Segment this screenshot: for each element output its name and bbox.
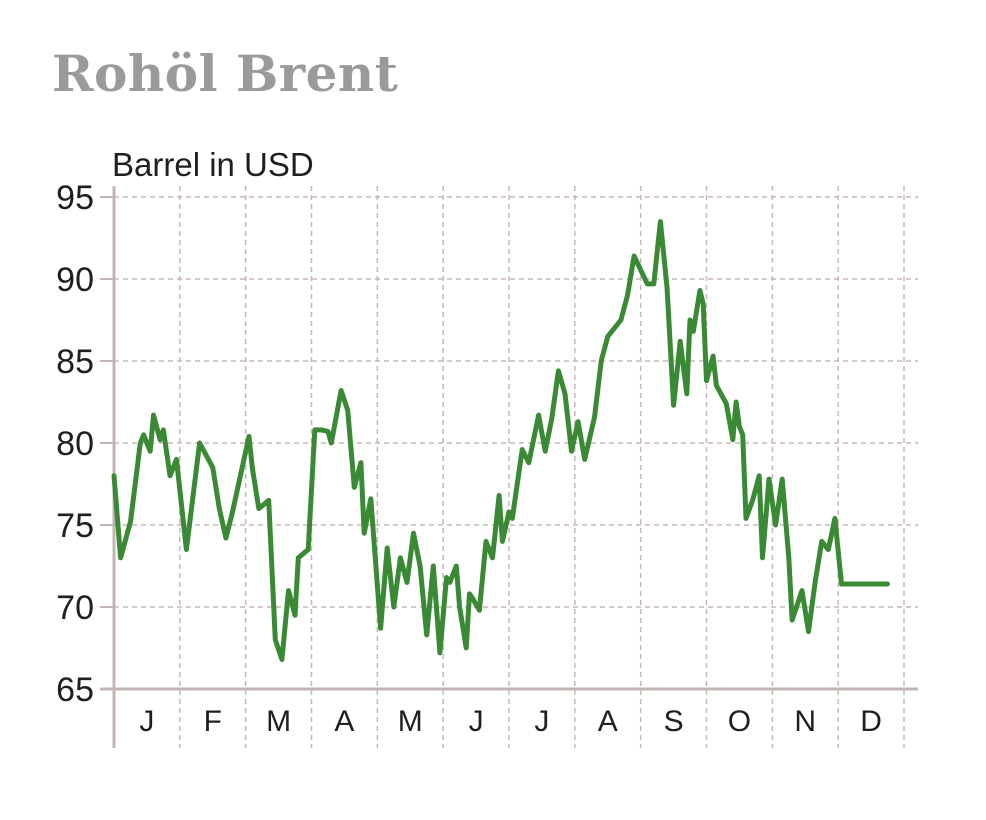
x-tick-label-6: J	[534, 705, 549, 738]
chart-title: Rohöl Brent	[52, 44, 399, 103]
x-tick-label-4: M	[398, 705, 423, 738]
x-tick-label-11: D	[860, 705, 882, 738]
x-tick-label-3: A	[334, 705, 354, 738]
x-tick-label-5: J	[469, 705, 484, 738]
y-tick-label-85: 85	[56, 343, 94, 381]
x-tick-label-2: M	[266, 705, 291, 738]
x-tick-label-0: J	[139, 705, 154, 738]
series-group	[111, 219, 890, 662]
y-tick-labels: 65 70 75 80 85 90 95	[56, 179, 94, 709]
y-tick-label-80: 80	[56, 425, 94, 463]
axes	[100, 186, 918, 748]
y-axis-label: Barrel in USD	[112, 146, 314, 183]
x-tick-label-8: S	[664, 705, 684, 738]
y-tick-label-90: 90	[56, 261, 94, 299]
x-tick-label-10: N	[794, 705, 816, 738]
y-tick-label-65: 65	[56, 671, 94, 709]
x-tick-label-1: F	[204, 705, 222, 738]
grid-lines	[114, 186, 918, 748]
y-tick-label-75: 75	[56, 507, 94, 545]
y-tick-label-95: 95	[56, 179, 94, 217]
x-tick-label-9: O	[728, 705, 751, 738]
y-tick-label-70: 70	[56, 589, 94, 627]
series-line-0	[111, 219, 890, 662]
x-tick-label-7: A	[598, 705, 618, 738]
